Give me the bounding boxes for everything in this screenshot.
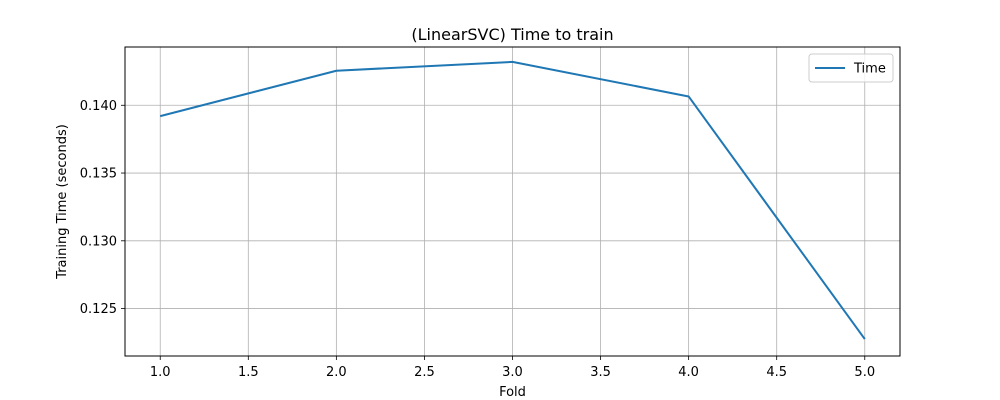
x-axis-ticks: 1.0 1.5 2.0 2.5 3.0 3.5 4.0 4.5 5.0 — [150, 356, 875, 380]
x-tick-label: 4.5 — [766, 365, 787, 380]
x-tick-label: 1.5 — [238, 365, 259, 380]
x-tick-label: 4.0 — [678, 365, 699, 380]
legend: Time — [808, 53, 894, 83]
y-tick-label: 0.135 — [80, 167, 117, 182]
y-axis-ticks: 0.125 0.130 0.135 0.140 — [80, 99, 125, 317]
legend-label-time: Time — [853, 62, 886, 77]
x-tick-label: 2.0 — [326, 365, 347, 380]
y-tick-label: 0.130 — [80, 234, 117, 249]
x-tick-label: 3.5 — [590, 365, 611, 380]
y-tick-label: 0.140 — [80, 99, 117, 114]
series-layer — [159, 60, 866, 340]
y-tick-label: 0.125 — [80, 302, 117, 317]
x-tick-label: 3.0 — [502, 365, 523, 380]
grid-lines — [125, 47, 900, 356]
x-tick-label: 5.0 — [854, 365, 875, 380]
x-tick-label: 1.0 — [150, 365, 171, 380]
y-axis-title: Training Time (seconds) — [55, 124, 70, 280]
x-axis-title: Fold — [499, 385, 526, 400]
x-tick-label: 2.5 — [414, 365, 435, 380]
chart-title: (LinearSVC) Time to train — [411, 25, 613, 44]
legend-box — [808, 53, 894, 83]
